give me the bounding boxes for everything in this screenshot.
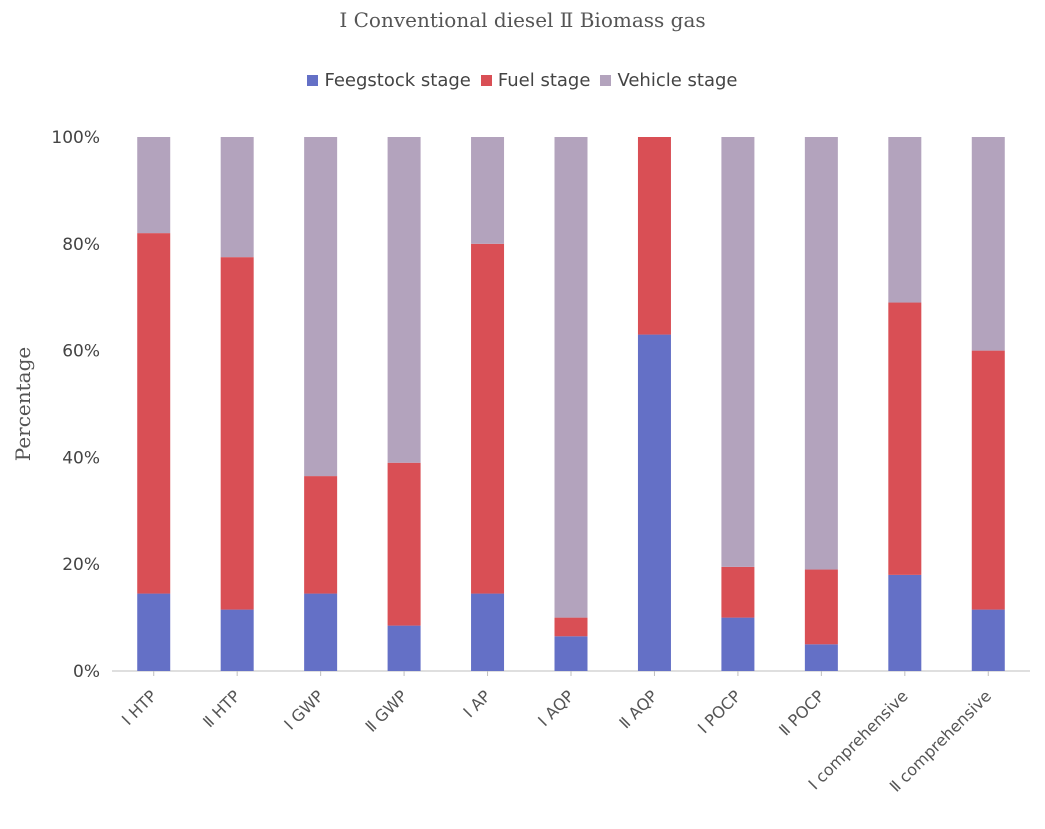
bar-segment-feedstock bbox=[888, 574, 922, 671]
y-tick-label: 60% bbox=[62, 342, 100, 362]
bar-segment-feedstock bbox=[137, 593, 171, 671]
bar-segment-feedstock bbox=[387, 625, 421, 671]
x-tick-label: Ⅰ AP bbox=[459, 686, 494, 721]
bar-segment-feedstock bbox=[471, 593, 505, 671]
legend-item-vehicle: Vehicle stage bbox=[600, 70, 738, 91]
bar-segment-vehicle bbox=[804, 137, 838, 570]
y-tick-label: 80% bbox=[62, 235, 100, 255]
chart-title: Ⅰ Conventional diesel Ⅱ Biomass gas bbox=[339, 8, 706, 32]
bar-segment-fuel bbox=[637, 137, 671, 335]
x-tick-label: Ⅰ AQP bbox=[534, 686, 578, 730]
y-tick-label: 100% bbox=[51, 128, 100, 148]
legend-label-fuel: Fuel stage bbox=[497, 70, 591, 91]
bar-segment-vehicle bbox=[888, 137, 922, 303]
bar-segment-fuel bbox=[971, 350, 1005, 610]
bar-segment-vehicle bbox=[971, 137, 1005, 351]
y-tick-label: 0% bbox=[73, 662, 100, 682]
bar-segment-fuel bbox=[721, 566, 755, 618]
bar-segment-feedstock bbox=[804, 644, 838, 671]
chart-legend: Feegstock stage Fuel stage Vehicle stage bbox=[0, 70, 1045, 91]
bar-segment-vehicle bbox=[387, 137, 421, 463]
bar-segment-fuel bbox=[888, 302, 922, 575]
bar-segment-feedstock bbox=[971, 609, 1005, 671]
legend-label-vehicle: Vehicle stage bbox=[617, 70, 738, 91]
y-tick-label: 20% bbox=[62, 555, 100, 575]
bar-segment-vehicle bbox=[137, 137, 171, 234]
bar-segment-fuel bbox=[387, 462, 421, 626]
legend-swatch-feedstock bbox=[307, 75, 319, 86]
bar-segment-fuel bbox=[554, 617, 588, 637]
bar-segment-fuel bbox=[471, 243, 505, 594]
bar-segment-feedstock bbox=[721, 617, 755, 671]
legend-swatch-fuel bbox=[480, 75, 492, 86]
bar-segment-feedstock bbox=[220, 609, 254, 671]
bar-segment-vehicle bbox=[304, 137, 338, 477]
bar-segment-fuel bbox=[304, 476, 338, 594]
bar-segment-fuel bbox=[137, 233, 171, 594]
x-tick-label: Ⅱ POCP bbox=[775, 686, 828, 739]
bar-segment-vehicle bbox=[721, 137, 755, 567]
x-tick-label: Ⅰ HTP bbox=[118, 686, 161, 729]
x-tick-label: Ⅰ GWP bbox=[280, 686, 327, 733]
bar-segment-vehicle bbox=[471, 137, 505, 244]
legend-swatch-vehicle bbox=[600, 75, 612, 86]
legend-item-feedstock: Feegstock stage bbox=[307, 70, 471, 91]
x-tick-label: Ⅱ GWP bbox=[362, 686, 412, 736]
bar-segment-feedstock bbox=[304, 593, 338, 671]
x-tick-label: Ⅱ AQP bbox=[615, 686, 661, 732]
legend-label-feedstock: Feegstock stage bbox=[324, 70, 471, 91]
x-tick-label: Ⅰ POCP bbox=[694, 686, 745, 737]
y-axis-title: Percentage bbox=[11, 347, 35, 461]
y-tick-label: 40% bbox=[62, 448, 100, 468]
bar-segment-vehicle bbox=[554, 137, 588, 618]
bar-segment-feedstock bbox=[637, 334, 671, 671]
bar-segment-feedstock bbox=[554, 636, 588, 671]
legend-item-fuel: Fuel stage bbox=[480, 70, 591, 91]
bar-segment-fuel bbox=[804, 569, 838, 645]
x-tick-label: Ⅱ HTP bbox=[199, 686, 244, 731]
bar-segment-fuel bbox=[220, 257, 254, 610]
bar-segment-vehicle bbox=[220, 137, 254, 258]
